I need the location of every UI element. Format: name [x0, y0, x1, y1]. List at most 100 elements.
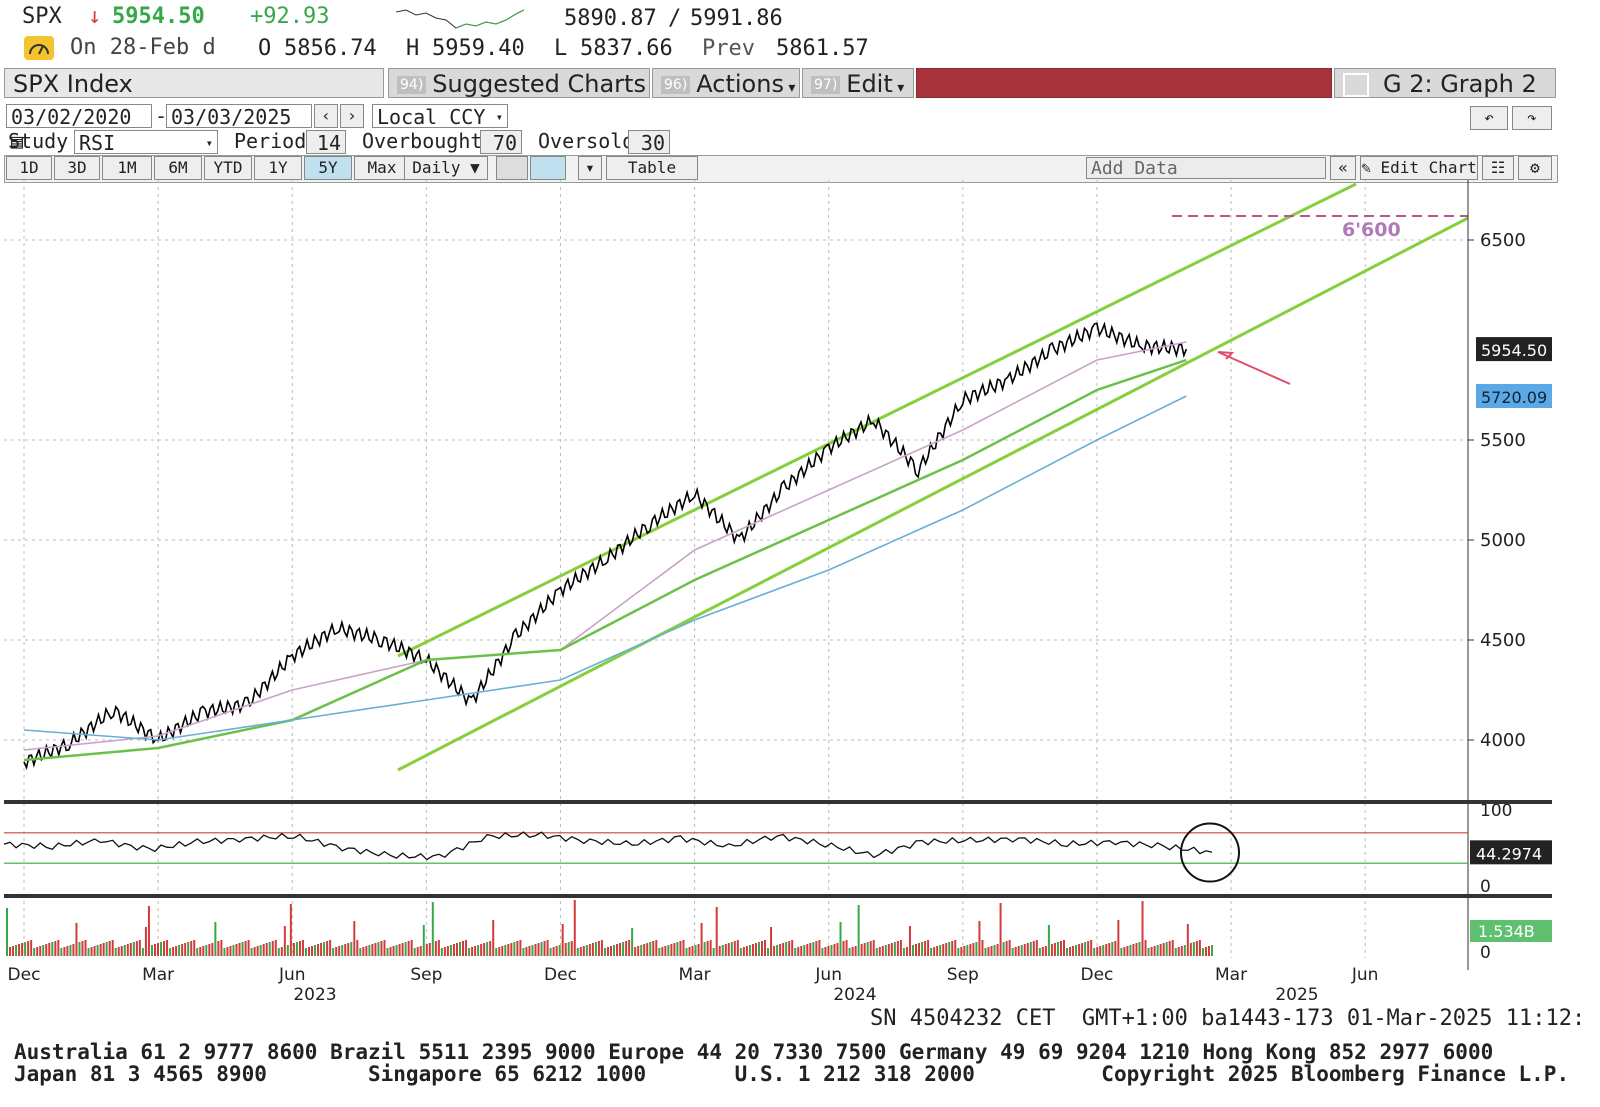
range-button-3d[interactable]: 3D [54, 156, 100, 180]
volume-bar [1120, 948, 1123, 956]
volume-bar [374, 943, 377, 956]
volume-bar [404, 942, 407, 956]
volume-bar [1050, 944, 1053, 956]
study-select[interactable]: RSI ▾ [74, 130, 218, 155]
range-button-5y[interactable]: 5Y [304, 156, 352, 180]
volume-bar [555, 946, 558, 956]
prev-period-button[interactable]: ‹ [314, 104, 338, 128]
edit-chart-button[interactable]: ✎ Edit Chart [1360, 156, 1478, 180]
graph-selector[interactable]: G 2: Graph 2 [1334, 68, 1556, 98]
x-tick-label: Mar [679, 965, 711, 985]
next-period-button[interactable]: › [340, 104, 364, 128]
range-button-6m[interactable]: 6M [154, 156, 202, 180]
ma-tag [1476, 384, 1552, 408]
actions-menu[interactable]: 96) Actions ▾ [652, 68, 800, 98]
volume-bar [673, 943, 676, 956]
start-date-input[interactable]: 03/02/2020 ▤ [6, 104, 152, 153]
volume-bar [890, 943, 893, 956]
legend-icon[interactable]: ☷ [1482, 156, 1514, 180]
volume-bar [658, 948, 661, 956]
volume-bar [776, 945, 779, 956]
frequency-select[interactable]: Daily ▼ [404, 156, 488, 180]
chart-type-button[interactable] [496, 156, 528, 180]
volume-bar [329, 940, 332, 956]
edit-menu[interactable]: 97) Edit ▾ [802, 68, 914, 98]
volume-bar [60, 948, 63, 956]
security-field[interactable]: SPX Index [4, 68, 384, 98]
calendar-icon[interactable]: ▤ [11, 129, 24, 153]
volume-bar [265, 943, 268, 956]
end-date-input[interactable]: 03/03/2025 ▤ [166, 104, 312, 153]
volume-bar [902, 948, 905, 956]
volume-bar [389, 947, 392, 956]
volume-bar [1090, 940, 1093, 956]
volume-bar [881, 946, 884, 956]
volume-bar [440, 948, 443, 956]
volume-bar [184, 943, 187, 956]
price-series-line [23, 321, 1188, 771]
redo-button[interactable]: ↷ [1512, 106, 1552, 130]
volume-bar [244, 941, 247, 956]
overbought-input[interactable]: 70 [480, 130, 522, 155]
volume-bar [428, 943, 431, 956]
volume-bar [878, 947, 881, 956]
volume-bar [706, 941, 709, 956]
range-button-max[interactable]: Max [354, 156, 410, 180]
table-button[interactable]: Table [606, 156, 698, 180]
contact-line-1: Australia 61 2 9777 8600 Brazil 5511 239… [14, 1040, 1494, 1064]
volume-bar [144, 927, 147, 956]
undo-button[interactable]: ↶ [1470, 106, 1508, 130]
volume-bar [818, 940, 821, 956]
gear-icon[interactable]: ⚙ [1518, 156, 1552, 180]
volume-bar [652, 941, 655, 956]
volume-bar [1053, 943, 1056, 956]
volume-bar [120, 946, 123, 956]
volume-bar [471, 947, 474, 956]
volume-bar [754, 943, 757, 956]
volume-bar [108, 941, 111, 956]
period-input[interactable]: 14 [306, 130, 346, 155]
volume-bar [570, 941, 573, 956]
style-dropdown[interactable]: ▾ [578, 156, 602, 180]
volume-bar [788, 941, 791, 956]
volume-bar [993, 945, 996, 956]
volume-bar [1192, 942, 1195, 956]
volume-bar [957, 948, 960, 956]
range-button-1m[interactable]: 1M [102, 156, 152, 180]
volume-bar [1005, 941, 1008, 956]
volume-bar [757, 942, 760, 956]
volume-bar [531, 945, 534, 956]
currency-select[interactable]: Local CCY ▾ [372, 104, 508, 129]
volume-bar [326, 941, 329, 956]
popout-icon[interactable] [1343, 73, 1369, 97]
chart-style-button[interactable] [530, 156, 566, 180]
suggested-charts-menu[interactable]: 94) Suggested Charts ▾ [388, 68, 650, 130]
volume-bar [474, 946, 477, 956]
panel-divider [4, 894, 1552, 898]
volume-bar [398, 944, 401, 956]
collapse-button[interactable]: « [1330, 156, 1356, 180]
x-tick-label: Jun [1351, 965, 1379, 985]
gauge-icon[interactable] [24, 36, 54, 60]
volume-bar [1123, 947, 1126, 956]
volume-bar [295, 942, 298, 956]
price-lines [23, 321, 1188, 771]
volume-bar [721, 945, 724, 956]
moving-average-line [23, 395, 1187, 741]
oversold-input[interactable]: 30 [628, 130, 670, 155]
volume-bar [1011, 948, 1014, 956]
range-button-1y[interactable]: 1Y [254, 156, 302, 180]
add-data-input[interactable]: Add Data [1086, 157, 1326, 179]
range-button-ytd[interactable]: YTD [204, 156, 252, 180]
volume-bar [1014, 947, 1017, 956]
volume-bar [1017, 946, 1020, 956]
volume-bar [691, 946, 694, 956]
volume-bar [827, 946, 830, 956]
start-date-value: 03/02/2020 [11, 105, 132, 129]
volume-bar [141, 948, 144, 956]
volume-bar [138, 940, 141, 956]
volume-bar [1132, 944, 1135, 956]
volume-bar [736, 940, 739, 956]
range-button-1d[interactable]: 1D [6, 156, 52, 180]
